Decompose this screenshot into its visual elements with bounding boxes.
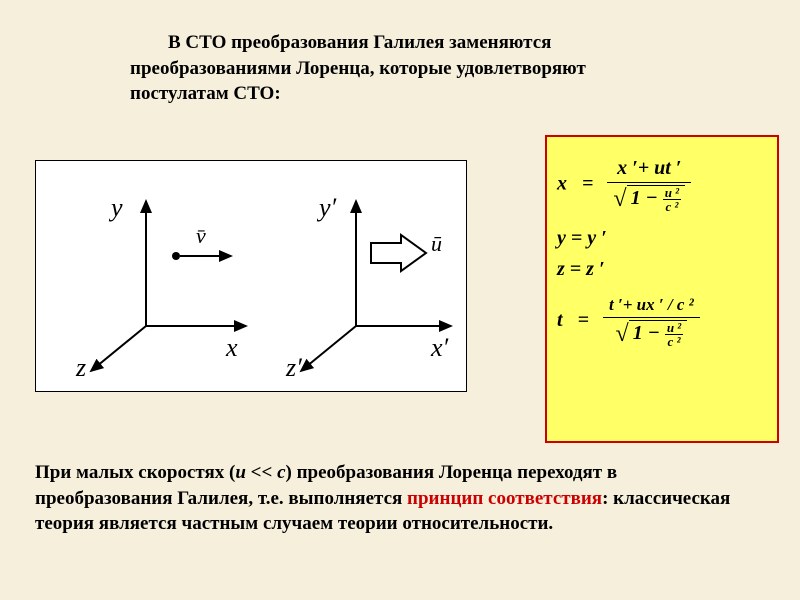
- frame-velocity-arrow: [371, 235, 426, 271]
- label-x: x: [225, 333, 238, 362]
- x-den-d: c ²: [663, 200, 681, 213]
- heading-line1: В СТО преобразования Галилея заменяются: [130, 32, 551, 53]
- sqrt-icon: √: [613, 186, 626, 212]
- axis-z-prime: [301, 326, 356, 371]
- label-v: v̄: [196, 223, 206, 248]
- formula-x: x = x ′+ ut ′ √ 1 − u ² c ²: [557, 157, 767, 213]
- t-numerator: t ′+ ux ′ / c ²: [603, 295, 700, 318]
- footer-paragraph: При малых скоростях (u << c) преобразова…: [35, 460, 755, 537]
- label-u: ū: [431, 231, 442, 256]
- footer-p2: u: [235, 462, 246, 483]
- label-y-prime: y′: [316, 193, 337, 222]
- x-lhs: x: [557, 173, 567, 195]
- footer-p6: принцип соответствия: [407, 488, 602, 509]
- coordinate-diagram: y x z v̄ y′ x′ z′ ū: [35, 160, 467, 392]
- diagram-svg: y x z v̄ y′ x′ z′ ū: [36, 161, 466, 391]
- label-x-prime: x′: [430, 333, 449, 362]
- x-eq: =: [582, 173, 593, 195]
- heading-line2: преобразованиями Лоренца, которые удовле…: [130, 58, 586, 79]
- footer-p1: При малых скоростях (: [35, 462, 235, 483]
- velocity-point: [172, 252, 180, 260]
- lorentz-formulas: x = x ′+ ut ′ √ 1 − u ² c ² y = y ′ z = …: [545, 135, 779, 443]
- t-den-d: c ²: [665, 335, 683, 348]
- label-z: z: [75, 353, 86, 382]
- heading-text: В СТО преобразования Галилея заменяются …: [130, 30, 690, 107]
- sqrt-icon-2: √: [616, 321, 629, 347]
- axis-z: [91, 326, 146, 371]
- x-numerator: x ′+ ut ′: [607, 157, 691, 183]
- t-lhs: t: [557, 309, 563, 331]
- x-den-n: u ²: [663, 186, 681, 200]
- x-den-prefix: 1 −: [631, 187, 658, 209]
- formula-y: y = y ′: [557, 227, 767, 250]
- formula-t: t = t ′+ ux ′ / c ² √ 1 − u ² c ²: [557, 295, 767, 348]
- t-den-prefix: 1 −: [633, 322, 660, 344]
- footer-p3: <<: [246, 462, 277, 483]
- label-z-prime: z′: [285, 353, 302, 382]
- label-y: y: [108, 193, 123, 222]
- heading-line3: постулатам СТО:: [130, 83, 281, 104]
- footer-p4: c: [277, 462, 285, 483]
- t-eq: =: [578, 309, 589, 331]
- formula-z: z = z ′: [557, 258, 767, 281]
- t-den-n: u ²: [665, 321, 683, 335]
